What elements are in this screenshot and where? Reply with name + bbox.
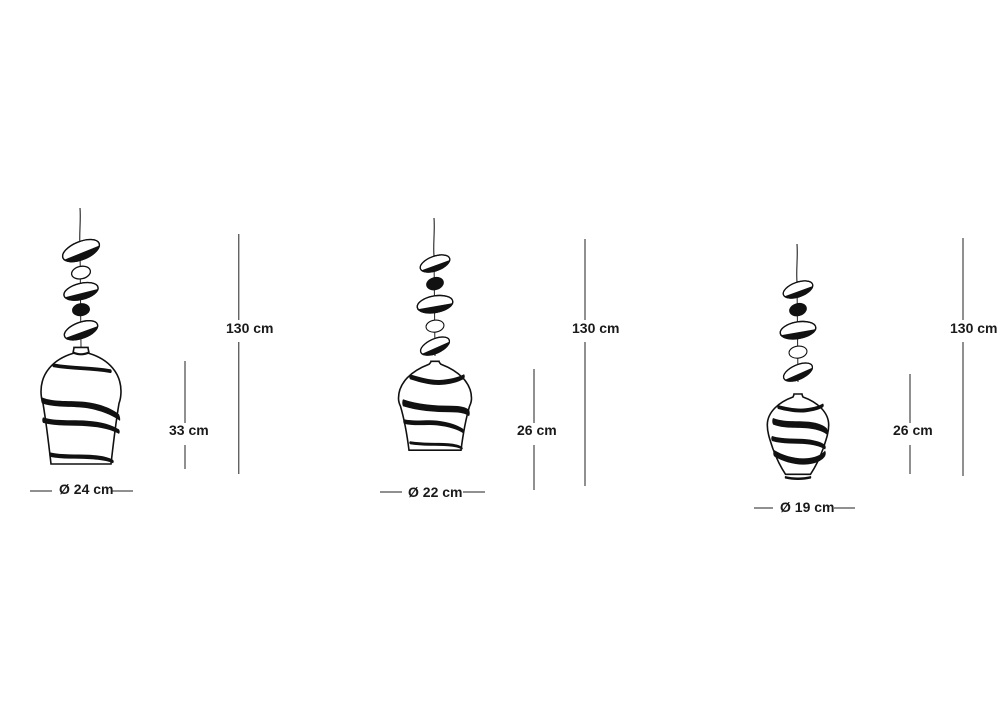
svg-text:130 cm: 130 cm xyxy=(572,320,619,336)
svg-text:130 cm: 130 cm xyxy=(950,320,997,336)
svg-text:Ø 22 cm: Ø 22 cm xyxy=(408,484,462,500)
svg-text:Ø 19 cm: Ø 19 cm xyxy=(780,499,834,515)
svg-text:Ø 24 cm: Ø 24 cm xyxy=(59,481,113,497)
svg-text:26 cm: 26 cm xyxy=(893,422,933,438)
svg-text:130 cm: 130 cm xyxy=(226,320,273,336)
svg-text:26 cm: 26 cm xyxy=(517,422,557,438)
svg-text:33 cm: 33 cm xyxy=(169,422,209,438)
